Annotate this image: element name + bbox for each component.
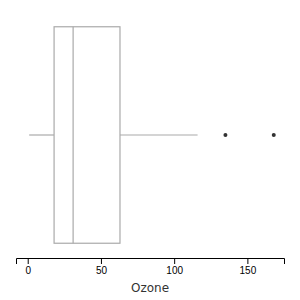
outlier <box>272 133 276 137</box>
axis-line <box>17 259 285 265</box>
tick: 50 <box>96 258 108 276</box>
tick-mark <box>28 258 29 264</box>
tick: 150 <box>240 258 257 276</box>
tick: 100 <box>166 258 183 276</box>
whisker-low <box>29 134 54 135</box>
x-axis: 0 50 100 150 <box>17 258 285 276</box>
median <box>73 27 74 243</box>
tick-mark <box>101 258 102 264</box>
tick-mark <box>174 258 175 264</box>
tick: 0 <box>25 258 31 276</box>
tick-label: 150 <box>240 265 257 276</box>
box <box>54 27 120 243</box>
whisker-high <box>120 134 198 135</box>
tick-mark <box>247 258 248 264</box>
tick-label: 50 <box>96 265 108 276</box>
axis-title: Ozone <box>131 281 169 295</box>
tick-label: 0 <box>25 265 31 276</box>
outlier <box>223 133 227 137</box>
tick-label: 100 <box>166 265 183 276</box>
plot-area: 0 50 100 150 <box>17 27 285 276</box>
marks <box>29 27 276 243</box>
chart: 0 50 100 150 Ozone <box>0 0 300 300</box>
